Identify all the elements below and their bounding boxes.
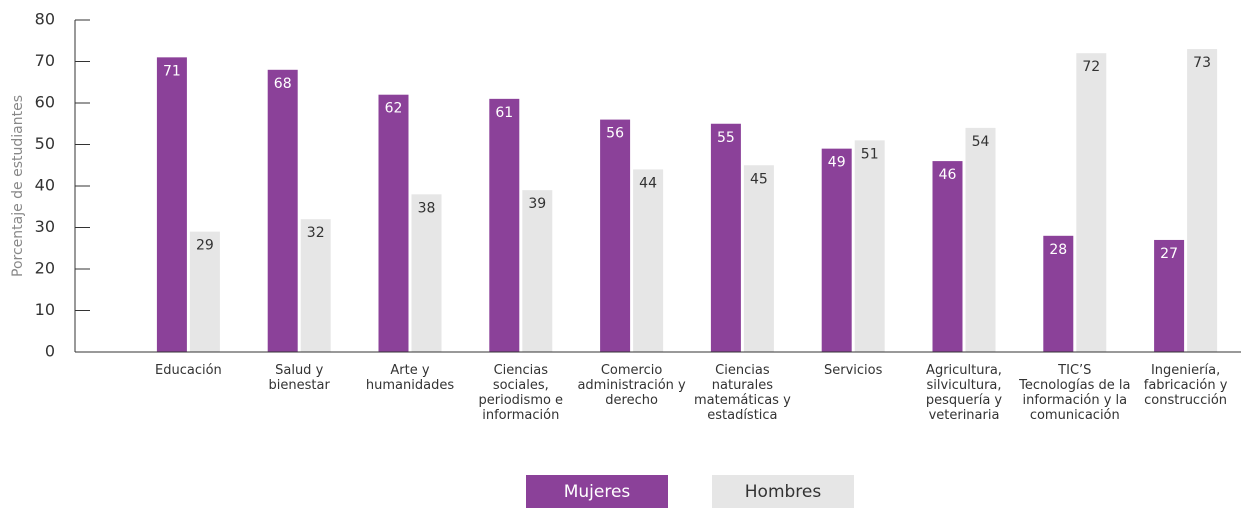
- data-label: 28: [1049, 242, 1067, 258]
- data-label: 68: [274, 76, 292, 92]
- y-tick-label: 60: [35, 93, 55, 112]
- data-label: 54: [972, 134, 990, 150]
- bar: [267, 69, 298, 353]
- data-label: 32: [307, 225, 325, 241]
- bar: [156, 57, 187, 352]
- data-label: 49: [828, 155, 846, 171]
- bar: [932, 161, 963, 352]
- data-label: 29: [196, 238, 214, 254]
- legend-label: Hombres: [745, 482, 822, 502]
- legend-label: Mujeres: [564, 482, 631, 502]
- y-tick-label: 80: [35, 10, 55, 29]
- data-label: 62: [385, 101, 403, 117]
- bar: [489, 98, 520, 352]
- y-tick-label: 0: [45, 342, 55, 361]
- x-tick-label: Educación: [155, 363, 222, 378]
- data-label: 46: [939, 167, 957, 183]
- data-label: 27: [1160, 246, 1178, 262]
- legend-swatch: [712, 475, 854, 508]
- bar: [300, 219, 331, 352]
- legend-swatch: [526, 475, 668, 508]
- bar: [821, 148, 852, 352]
- data-label: 51: [861, 146, 879, 162]
- bar: [710, 123, 741, 352]
- bar: [854, 140, 885, 352]
- bar: [743, 165, 774, 352]
- y-axis-label: Porcentaje de estudiantes: [10, 95, 26, 277]
- x-tick-label: Salud y bienestar: [268, 363, 330, 393]
- x-tick-label: Agricultura, silvicultura, pesquería y v…: [925, 363, 1003, 423]
- x-tick-label: Servicios: [823, 363, 883, 378]
- x-tick-label: Ingeniería, fabricación y construcción: [1143, 363, 1228, 408]
- y-tick-label: 40: [35, 176, 55, 195]
- bar: [633, 169, 664, 352]
- data-label: 55: [717, 130, 735, 146]
- data-label: 72: [1082, 59, 1100, 75]
- x-tick-label: Ciencias naturales matemáticas y estadís…: [694, 363, 791, 423]
- bar: [378, 94, 409, 352]
- y-tick-label: 10: [35, 300, 55, 319]
- bar: [522, 190, 553, 352]
- data-label: 73: [1193, 55, 1211, 71]
- bar: [1076, 53, 1107, 352]
- bar: [1154, 239, 1185, 352]
- y-tick-label: 70: [35, 51, 55, 70]
- data-label: 39: [528, 196, 546, 212]
- x-tick-label: Ciencias sociales, periodismo e informac…: [478, 363, 564, 423]
- data-label: 44: [639, 175, 657, 191]
- x-tick-label: TIC’S Tecnologías de la información y la…: [1019, 363, 1131, 423]
- x-tick-label: Comercio administración y derecho: [577, 363, 686, 408]
- data-label: 71: [163, 63, 181, 79]
- bar: [1187, 49, 1218, 353]
- y-tick-label: 50: [35, 134, 55, 153]
- y-tick-label: 30: [35, 217, 55, 236]
- bar: [411, 194, 442, 352]
- data-label: 45: [750, 171, 768, 187]
- data-label: 56: [606, 126, 624, 142]
- y-tick-label: 20: [35, 259, 55, 278]
- x-tick-label: Arte y humanidades: [365, 363, 455, 393]
- bar: [189, 231, 220, 352]
- data-label: 61: [495, 105, 513, 121]
- bar: [965, 127, 996, 353]
- bar: [600, 119, 631, 352]
- bar: [1043, 235, 1074, 352]
- data-label: 38: [418, 200, 436, 216]
